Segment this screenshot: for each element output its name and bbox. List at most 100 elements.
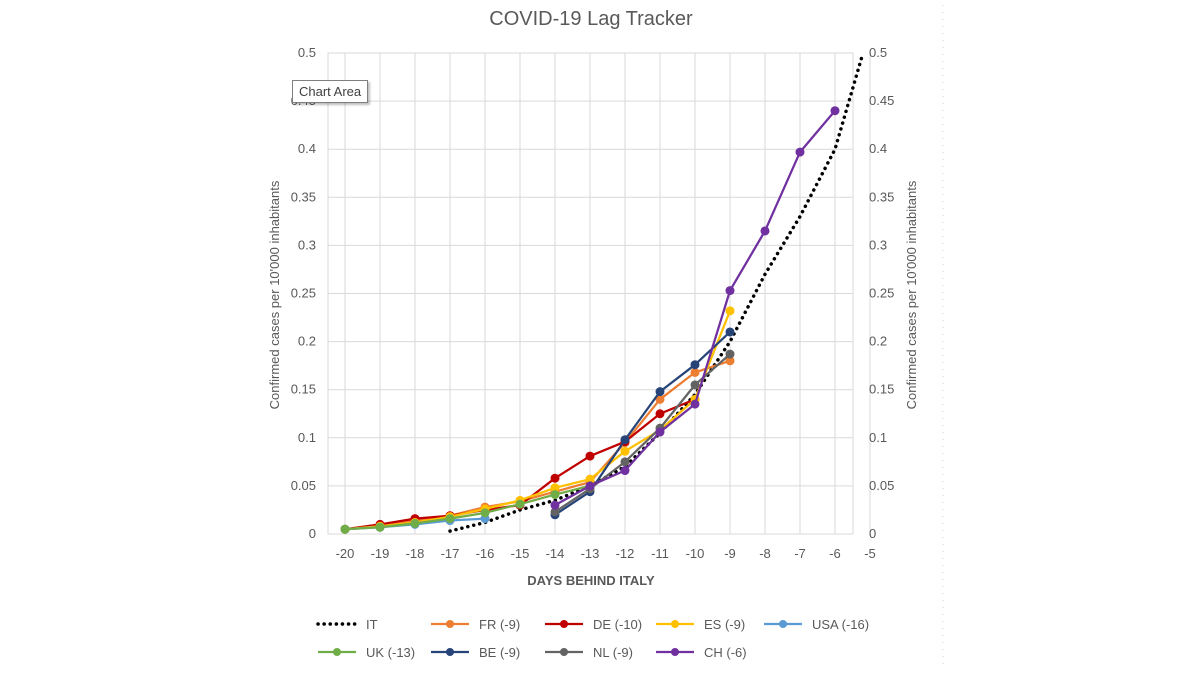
data-point-fr (690, 367, 700, 377)
x-tick: -9 (724, 546, 736, 561)
y-tick-left: 0.4 (298, 141, 316, 156)
x-axis-label: DAYS BEHIND ITALY (527, 573, 655, 588)
x-tick: -19 (371, 546, 390, 561)
data-point-uk (515, 499, 525, 509)
legend-item-fr: FR (-9) (431, 617, 520, 632)
legend-label: BE (-9) (479, 645, 520, 660)
data-point-be (655, 387, 665, 397)
data-point-ch (725, 286, 735, 296)
y-tick-left: 0.35 (291, 189, 316, 204)
x-tick: -13 (581, 546, 600, 561)
legend-label: USA (-16) (812, 617, 869, 632)
legend-item-es: ES (-9) (656, 617, 745, 632)
plot-area (327, 52, 854, 535)
y-tick-left: 0.5 (298, 45, 316, 60)
y-tick-right: 0 (869, 526, 876, 541)
y-tick-left: 0.05 (291, 478, 316, 493)
axis-ticks: 0 0 0.05 0.05 0.1 0.1 0.15 0.15 0.2 0.2 0.25 0.25 0.… (291, 45, 895, 561)
y-tick-left: 0.1 (298, 430, 316, 445)
legend-swatch-marker (779, 620, 787, 628)
y-tick-right: 0.2 (869, 334, 887, 349)
y-tick-right: 0.1 (869, 430, 887, 445)
legend-item-be: BE (-9) (431, 645, 520, 660)
y-tick-right: 0.5 (869, 45, 887, 60)
y-tick-left: 0.3 (298, 237, 316, 252)
y-axis-label-right: Confirmed cases per 10'000 inhabitants (904, 180, 919, 409)
legend-item-uk: UK (-13) (318, 645, 415, 660)
legend-label: FR (-9) (479, 617, 520, 632)
x-tick: -11 (651, 546, 669, 561)
data-point-de (550, 473, 560, 483)
data-point-uk (550, 490, 560, 500)
x-tick: -10 (686, 546, 705, 561)
data-point-ch (795, 147, 805, 157)
data-point-be (725, 327, 735, 337)
x-tick: -18 (406, 546, 425, 561)
x-tick: -6 (829, 546, 841, 561)
legend-label: DE (-10) (593, 617, 642, 632)
y-tick-left: 0.2 (298, 334, 316, 349)
x-tick: -5 (864, 546, 876, 561)
x-tick: -16 (476, 546, 495, 561)
y-tick-right: 0.45 (869, 93, 894, 108)
chart-area-tooltip: Chart Area (292, 80, 369, 103)
series-ch (550, 106, 840, 510)
grid (327, 52, 871, 535)
x-tick: -12 (616, 546, 635, 561)
series-line-fr (344, 359, 731, 531)
data-point-nl (725, 349, 735, 359)
data-point-es (725, 306, 735, 316)
legend-swatch-marker (671, 648, 679, 656)
series-it (448, 51, 865, 533)
data-point-de (655, 409, 665, 419)
data-point-be (620, 435, 630, 445)
legend-swatch-marker (333, 648, 341, 656)
legend-swatch-marker (560, 648, 568, 656)
data-point-ch (830, 106, 840, 116)
legend-label: IT (366, 617, 378, 632)
legend-label: NL (-9) (593, 645, 633, 660)
data-point-uk (340, 524, 350, 534)
y-tick-right: 0.25 (869, 286, 894, 301)
series-nl (550, 349, 735, 517)
legend-label: UK (-13) (366, 645, 415, 660)
series-line-nl (554, 353, 731, 513)
data-point-uk (410, 518, 420, 528)
data-point-ch (760, 226, 770, 236)
x-tick: -17 (441, 546, 460, 561)
data-point-uk (480, 508, 490, 518)
legend-swatch-marker (446, 620, 454, 628)
data-point-nl (690, 380, 700, 390)
data-point-uk (375, 522, 385, 532)
y-tick-left: 0.25 (291, 286, 316, 301)
series-line-it (448, 51, 865, 533)
x-tick: -7 (794, 546, 806, 561)
data-point-nl (620, 457, 630, 467)
legend-swatch-marker (446, 648, 454, 656)
y-axis-label-left: Confirmed cases per 10'000 inhabitants (267, 180, 282, 409)
series-line-uk (344, 484, 591, 531)
legend-item-usa: USA (-16) (764, 617, 869, 632)
y-tick-left: 0 (309, 526, 316, 541)
legend: IT FR (-9) DE (-10) ES (-9) USA (-16) UK (-13… (316, 617, 869, 660)
data-point-ch (655, 427, 665, 437)
x-tick: -15 (511, 546, 530, 561)
data-point-ch (585, 481, 595, 491)
series-be (550, 327, 735, 520)
legend-item-it: IT (316, 617, 378, 632)
legend-swatch-marker (560, 620, 568, 628)
legend-label: ES (-9) (704, 617, 745, 632)
data-point-be (690, 360, 700, 370)
chart-title: COVID-19 Lag Tracker (489, 8, 693, 30)
x-tick: -14 (546, 546, 565, 561)
legend-item-de: DE (-10) (545, 617, 642, 632)
series-uk (340, 481, 595, 534)
y-tick-right: 0.05 (869, 478, 894, 493)
series-line-be (554, 331, 731, 516)
y-tick-left: 0.15 (291, 382, 316, 397)
legend-swatch-marker (671, 620, 679, 628)
y-tick-right: 0.15 (869, 382, 894, 397)
y-tick-right: 0.4 (869, 141, 887, 156)
y-tick-right: 0.3 (869, 237, 887, 252)
